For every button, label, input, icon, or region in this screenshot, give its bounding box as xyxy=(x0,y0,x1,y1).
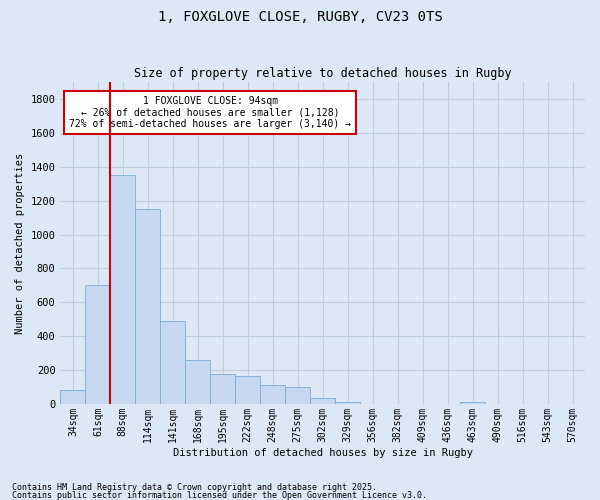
Text: Contains HM Land Registry data © Crown copyright and database right 2025.: Contains HM Land Registry data © Crown c… xyxy=(12,484,377,492)
Bar xyxy=(335,402,360,404)
Bar xyxy=(85,286,110,404)
Bar xyxy=(210,374,235,404)
Bar xyxy=(185,360,210,404)
Bar xyxy=(285,387,310,404)
Bar xyxy=(110,175,136,404)
Bar xyxy=(310,398,335,404)
Text: 1, FOXGLOVE CLOSE, RUGBY, CV23 0TS: 1, FOXGLOVE CLOSE, RUGBY, CV23 0TS xyxy=(158,10,442,24)
Bar xyxy=(136,209,160,404)
Bar xyxy=(260,386,285,404)
Bar xyxy=(460,402,485,404)
Text: 1 FOXGLOVE CLOSE: 94sqm
← 26% of detached houses are smaller (1,128)
72% of semi: 1 FOXGLOVE CLOSE: 94sqm ← 26% of detache… xyxy=(69,96,351,129)
Bar xyxy=(160,321,185,404)
Bar xyxy=(61,390,85,404)
X-axis label: Distribution of detached houses by size in Rugby: Distribution of detached houses by size … xyxy=(173,448,473,458)
Y-axis label: Number of detached properties: Number of detached properties xyxy=(15,152,25,334)
Title: Size of property relative to detached houses in Rugby: Size of property relative to detached ho… xyxy=(134,66,512,80)
Bar xyxy=(235,376,260,404)
Text: Contains public sector information licensed under the Open Government Licence v3: Contains public sector information licen… xyxy=(12,490,427,500)
